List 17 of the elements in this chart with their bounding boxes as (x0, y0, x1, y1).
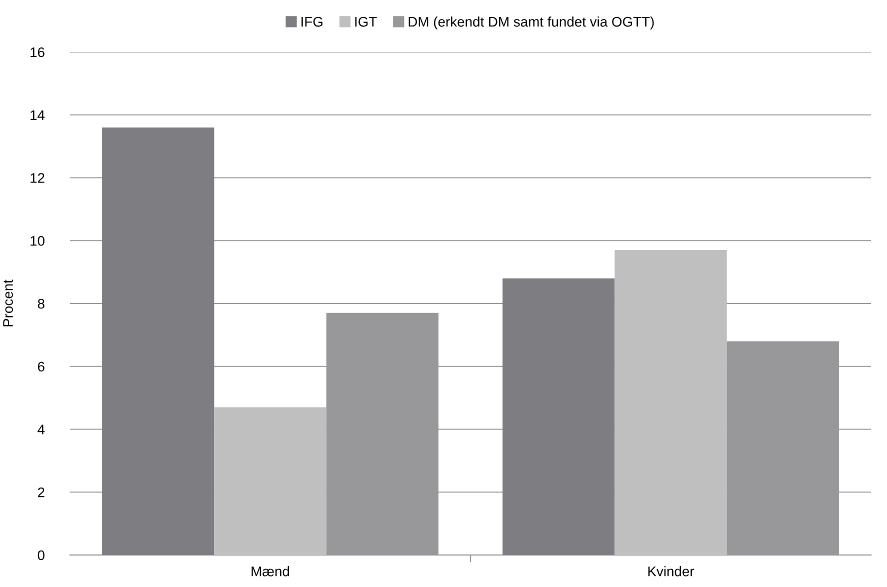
y-tick-label: 16 (30, 47, 44, 58)
y-tick-label: 12 (30, 173, 44, 183)
y-tick-label: 4 (38, 424, 45, 434)
y-tick-label: 2 (38, 487, 44, 498)
legend-label: DM (erkendt DM samt fundet via OGTT) (408, 16, 654, 30)
bar (614, 250, 727, 555)
y-tick-label: 0 (38, 550, 44, 560)
legend-label: IGT (355, 16, 377, 27)
y-tick-label: 14 (30, 110, 45, 120)
y-axis-title: Procent (3, 280, 13, 326)
legend-label: IFG (302, 16, 322, 27)
y-tick-label: 10 (30, 236, 44, 246)
y-tick-label: 6 (38, 362, 44, 372)
x-tick-label: Kvinder (648, 566, 694, 576)
x-tick-label: Mænd (252, 566, 290, 576)
y-tick-label: 8 (38, 298, 44, 309)
bar (214, 407, 326, 555)
